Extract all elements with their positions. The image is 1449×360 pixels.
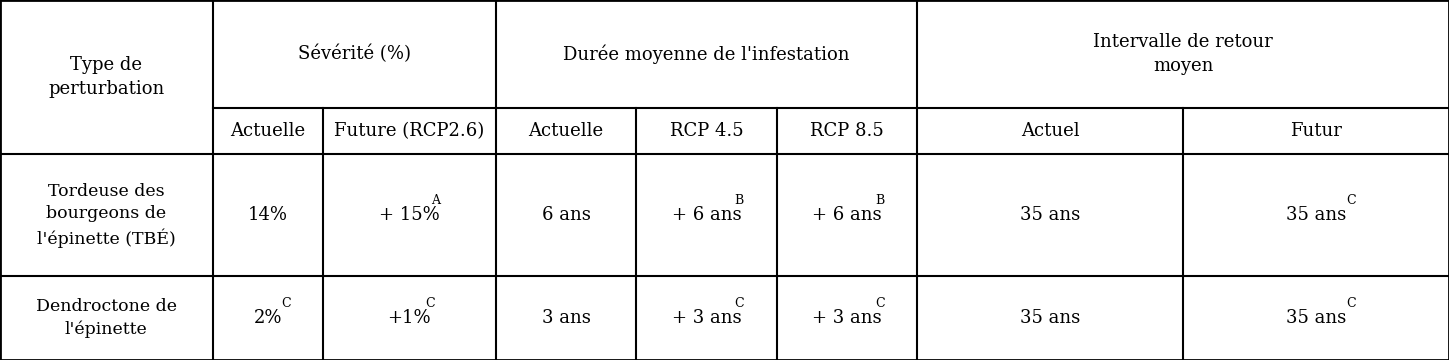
Text: Durée moyenne de l'infestation: Durée moyenne de l'infestation: [564, 44, 849, 63]
Text: RCP 4.5: RCP 4.5: [669, 122, 743, 140]
Text: Actuelle: Actuelle: [230, 122, 306, 140]
Text: +1%: +1%: [387, 309, 432, 327]
Text: Future (RCP2.6): Future (RCP2.6): [335, 122, 484, 140]
Text: C: C: [281, 297, 291, 310]
Text: 35 ans: 35 ans: [1020, 206, 1081, 224]
Text: Futur: Futur: [1290, 122, 1342, 140]
Text: C: C: [735, 297, 745, 310]
Text: C: C: [875, 297, 884, 310]
Text: Sévérité (%): Sévérité (%): [297, 45, 410, 63]
Text: 35 ans: 35 ans: [1285, 309, 1346, 327]
Text: C: C: [1346, 194, 1356, 207]
Text: Actuel: Actuel: [1020, 122, 1080, 140]
Text: B: B: [875, 194, 884, 207]
Text: + 3 ans: + 3 ans: [672, 309, 742, 327]
Text: 35 ans: 35 ans: [1285, 206, 1346, 224]
Text: 35 ans: 35 ans: [1020, 309, 1081, 327]
Text: + 15%: + 15%: [380, 206, 440, 224]
Text: 2%: 2%: [254, 309, 283, 327]
Text: + 3 ans: + 3 ans: [811, 309, 882, 327]
Text: Intervalle de retour
moyen: Intervalle de retour moyen: [1093, 33, 1274, 75]
Text: A: A: [432, 194, 440, 207]
Text: C: C: [426, 297, 435, 310]
Text: 6 ans: 6 ans: [542, 206, 590, 224]
Text: Type de
perturbation: Type de perturbation: [48, 57, 165, 98]
Text: RCP 8.5: RCP 8.5: [810, 122, 884, 140]
Text: C: C: [1346, 297, 1356, 310]
Text: 3 ans: 3 ans: [542, 309, 590, 327]
Text: Tordeuse des
bourgeons de
l'épinette (TBÉ): Tordeuse des bourgeons de l'épinette (TB…: [38, 183, 175, 248]
Text: Actuelle: Actuelle: [529, 122, 604, 140]
Text: B: B: [735, 194, 743, 207]
Text: Dendroctone de
l'épinette: Dendroctone de l'épinette: [36, 298, 177, 338]
Text: 14%: 14%: [248, 206, 288, 224]
Text: + 6 ans: + 6 ans: [672, 206, 742, 224]
Text: + 6 ans: + 6 ans: [811, 206, 882, 224]
